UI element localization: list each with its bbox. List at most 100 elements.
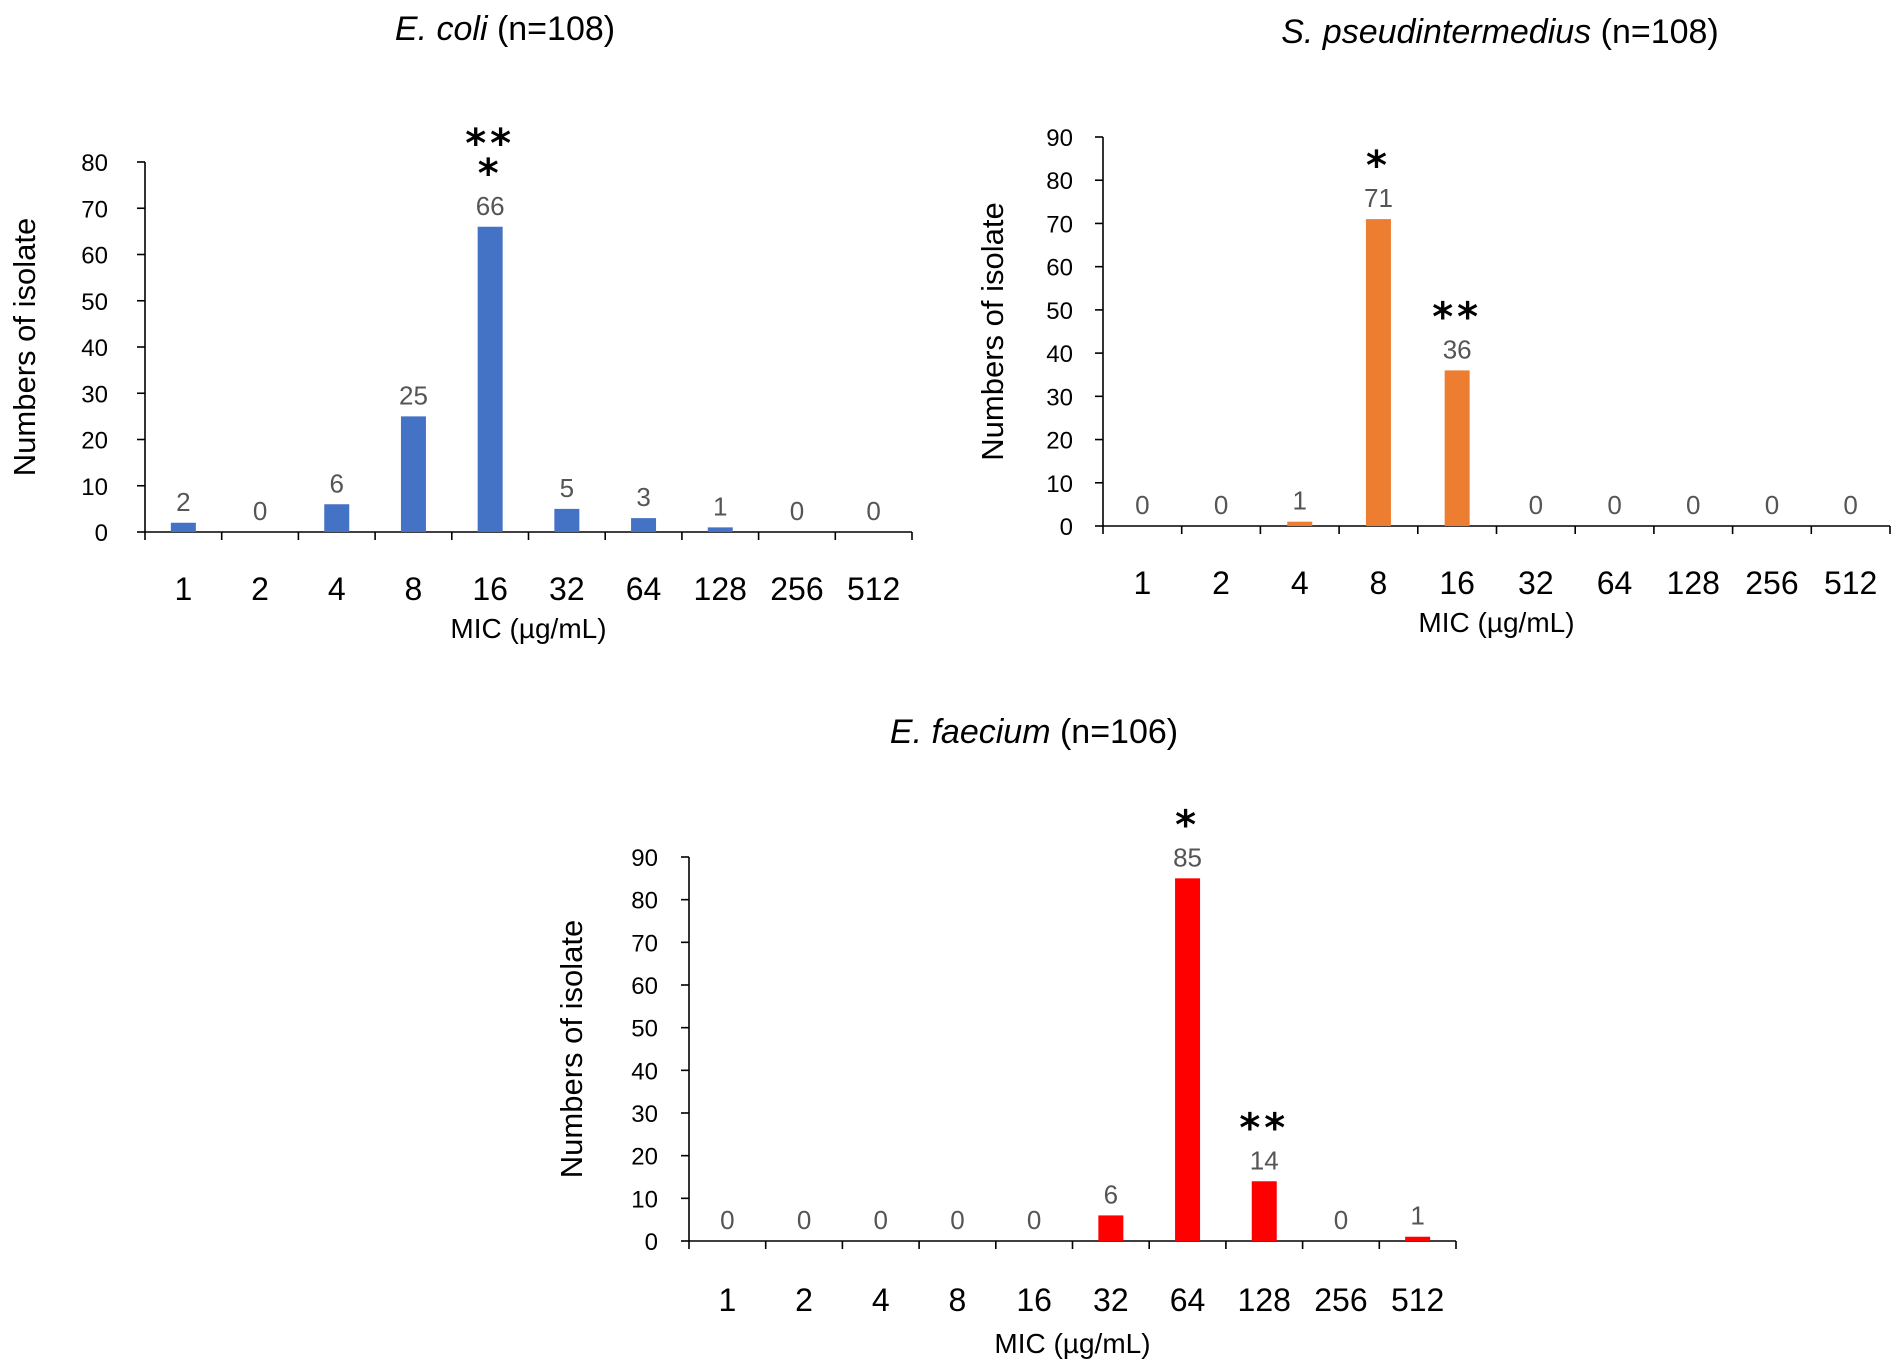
chart-title: S. pseudintermedius (n=108) bbox=[1281, 13, 1719, 51]
y-tick-label: 20 bbox=[81, 428, 108, 455]
y-tick-label: 60 bbox=[81, 243, 108, 270]
y-tick-label: 20 bbox=[631, 1144, 658, 1171]
data-label: 5 bbox=[560, 473, 574, 503]
y-tick-label: 20 bbox=[1046, 428, 1073, 455]
chart-title-species: E. faecium bbox=[890, 713, 1051, 751]
bar bbox=[170, 522, 196, 532]
y-tick-label: 30 bbox=[81, 381, 108, 408]
bar bbox=[400, 416, 426, 532]
bar bbox=[477, 226, 503, 532]
x-tick-label: 1 bbox=[174, 571, 192, 607]
data-label: 0 bbox=[1334, 1205, 1348, 1235]
x-tick-label: 2 bbox=[795, 1282, 813, 1318]
y-axis-title: Numbers of isolate bbox=[975, 202, 1010, 460]
data-label: 0 bbox=[1135, 490, 1149, 520]
y-tick-label: 40 bbox=[1046, 341, 1073, 368]
x-tick-label: 512 bbox=[1391, 1282, 1444, 1318]
data-label: 0 bbox=[1607, 490, 1621, 520]
bar bbox=[554, 508, 580, 532]
y-tick-label: 60 bbox=[631, 973, 658, 1000]
data-label: 0 bbox=[790, 496, 804, 526]
bar bbox=[631, 518, 657, 532]
y-tick-label: 50 bbox=[631, 1016, 658, 1043]
bar bbox=[707, 527, 733, 532]
y-tick-label: 0 bbox=[95, 520, 108, 547]
chart-s-pseudintermedius: S. pseudintermedius (n=108)0102030405060… bbox=[975, 13, 1891, 638]
y-tick-label: 30 bbox=[1046, 384, 1073, 411]
y-tick-label: 10 bbox=[1046, 471, 1073, 498]
x-tick-label: 4 bbox=[1291, 565, 1309, 601]
chart-e-coli: E. coli (n=108)0102030405060708021026425… bbox=[7, 10, 913, 644]
data-label: 1 bbox=[1410, 1201, 1424, 1231]
chart-title-count: (n=108) bbox=[488, 10, 616, 48]
bar bbox=[1444, 370, 1470, 526]
y-tick-label: 70 bbox=[631, 930, 658, 957]
bar bbox=[324, 504, 350, 532]
x-tick-label: 4 bbox=[328, 571, 346, 607]
data-label: 71 bbox=[1364, 183, 1393, 213]
significance-marker: ** bbox=[1432, 294, 1482, 340]
data-label: 6 bbox=[1104, 1179, 1118, 1209]
data-label: 0 bbox=[1027, 1205, 1041, 1235]
x-tick-label: 128 bbox=[694, 571, 747, 607]
y-tick-label: 50 bbox=[1046, 298, 1073, 325]
x-tick-label: 256 bbox=[1745, 565, 1798, 601]
data-label: 66 bbox=[476, 191, 505, 221]
y-tick-label: 80 bbox=[81, 150, 108, 177]
y-tick-label: 40 bbox=[81, 335, 108, 362]
data-label: 0 bbox=[1214, 490, 1228, 520]
y-tick-label: 0 bbox=[645, 1229, 658, 1256]
data-label: 0 bbox=[720, 1205, 734, 1235]
x-tick-label: 32 bbox=[549, 571, 585, 607]
significance-marker: * bbox=[1175, 802, 1200, 848]
x-axis-title: MIC (µg/mL) bbox=[450, 613, 606, 644]
y-tick-label: 60 bbox=[1046, 255, 1073, 282]
significance-marker: ** bbox=[465, 121, 515, 167]
y-tick-label: 80 bbox=[1046, 168, 1073, 195]
y-tick-label: 90 bbox=[1046, 125, 1073, 152]
chart-title-species: E. coli bbox=[395, 10, 489, 48]
x-tick-label: 8 bbox=[949, 1282, 967, 1318]
data-label: 0 bbox=[866, 496, 880, 526]
y-tick-label: 30 bbox=[631, 1101, 658, 1128]
x-tick-label: 512 bbox=[847, 571, 900, 607]
data-label: 0 bbox=[1686, 490, 1700, 520]
y-axis-title: Numbers of isolate bbox=[554, 920, 589, 1178]
chart-title-species: S. pseudintermedius bbox=[1281, 13, 1591, 51]
chart-title-count: (n=106) bbox=[1051, 713, 1179, 751]
x-axis-title: MIC (µg/mL) bbox=[1418, 607, 1574, 638]
chart-e-faecium: E. faecium (n=106)0102030405060708090010… bbox=[554, 713, 1457, 1359]
x-axis-title: MIC (µg/mL) bbox=[994, 1328, 1150, 1359]
data-label: 0 bbox=[874, 1205, 888, 1235]
y-tick-label: 10 bbox=[631, 1186, 658, 1213]
x-tick-label: 2 bbox=[1212, 565, 1230, 601]
x-tick-label: 64 bbox=[626, 571, 662, 607]
x-tick-label: 128 bbox=[1667, 565, 1720, 601]
significance-marker: * bbox=[1366, 143, 1391, 189]
data-label: 0 bbox=[950, 1205, 964, 1235]
x-tick-label: 128 bbox=[1238, 1282, 1291, 1318]
x-tick-label: 64 bbox=[1170, 1282, 1206, 1318]
x-tick-label: 32 bbox=[1093, 1282, 1129, 1318]
x-tick-label: 16 bbox=[1016, 1282, 1052, 1318]
x-tick-label: 32 bbox=[1518, 565, 1554, 601]
bar bbox=[1175, 878, 1201, 1241]
bar bbox=[1287, 521, 1313, 526]
x-tick-label: 2 bbox=[251, 571, 269, 607]
y-axis-title: Numbers of isolate bbox=[7, 218, 42, 476]
x-tick-label: 512 bbox=[1824, 565, 1877, 601]
data-label: 0 bbox=[797, 1205, 811, 1235]
x-tick-label: 1 bbox=[1133, 565, 1151, 601]
y-tick-label: 80 bbox=[631, 888, 658, 915]
x-tick-label: 4 bbox=[872, 1282, 890, 1318]
x-tick-label: 8 bbox=[1370, 565, 1388, 601]
data-label: 14 bbox=[1250, 1145, 1279, 1175]
x-tick-label: 8 bbox=[405, 571, 423, 607]
bar bbox=[1405, 1236, 1431, 1241]
y-tick-label: 70 bbox=[1046, 211, 1073, 238]
x-tick-label: 256 bbox=[770, 571, 823, 607]
significance-marker: ** bbox=[1239, 1105, 1289, 1151]
data-label: 1 bbox=[1293, 486, 1307, 516]
bar bbox=[1365, 219, 1391, 526]
significance-marker: * bbox=[478, 151, 503, 197]
